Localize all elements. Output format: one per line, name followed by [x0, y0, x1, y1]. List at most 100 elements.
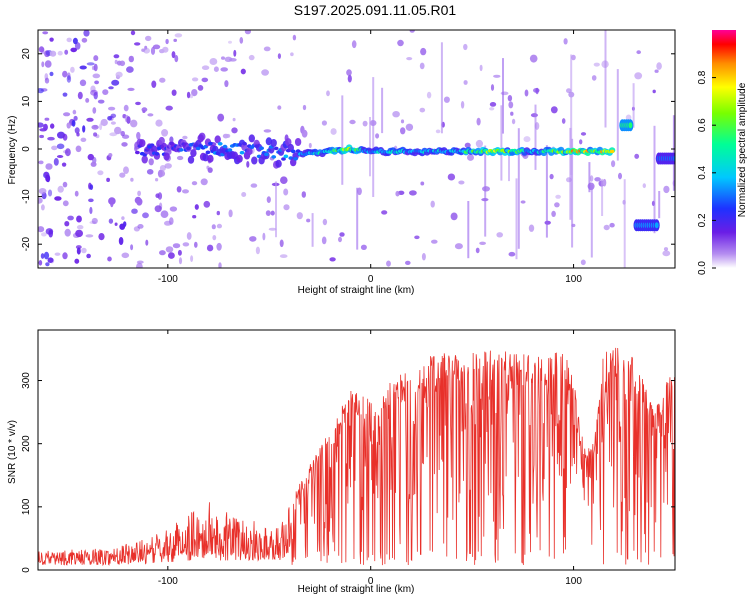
noise-blob	[42, 31, 49, 35]
noise-blob	[148, 158, 154, 166]
noise-blob	[169, 206, 178, 212]
noise-blob	[74, 190, 79, 197]
streak	[604, 30, 607, 128]
noise-blob	[430, 200, 435, 208]
noise-blob	[83, 30, 90, 37]
noise-blob	[186, 91, 191, 99]
track-core	[264, 152, 269, 157]
noise-blob	[201, 65, 210, 70]
snr-panel: -100 0 100 0 100 200 300 Height of straight l…	[7, 329, 676, 595]
noise-blob	[107, 256, 112, 262]
noise-blob	[136, 198, 143, 206]
noise-blob	[263, 46, 271, 52]
noise-blob	[70, 47, 77, 53]
noise-blob	[283, 188, 289, 196]
noise-blob	[110, 113, 117, 119]
streak	[632, 83, 635, 128]
noise-blob	[134, 42, 141, 46]
noise-blob	[523, 136, 531, 143]
x-tick-label: -100	[158, 274, 178, 285]
noise-blob	[475, 139, 483, 148]
noise-blob	[123, 221, 127, 227]
noise-blob	[110, 199, 114, 208]
noise-blob	[249, 236, 257, 242]
noise-blob	[71, 119, 76, 127]
noise-blob	[277, 105, 282, 110]
noise-blob	[165, 105, 173, 111]
noise-blob	[349, 119, 356, 125]
noise-blob	[44, 77, 50, 84]
noise-blob	[106, 177, 110, 182]
noise-blob	[642, 183, 646, 189]
track-halo	[275, 159, 282, 168]
noise-blob	[145, 35, 152, 42]
track-core	[227, 148, 233, 152]
track-core	[293, 157, 298, 161]
noise-blob	[662, 250, 671, 257]
track-core	[178, 148, 184, 152]
noise-blob	[656, 62, 662, 70]
streak	[590, 185, 593, 258]
noise-blob	[130, 119, 138, 128]
noise-blob	[65, 148, 71, 157]
noise-blob	[44, 117, 50, 121]
noise-blob	[62, 70, 68, 78]
noise-blob	[216, 242, 222, 251]
noise-blob	[625, 114, 632, 121]
noise-blob	[47, 189, 53, 197]
noise-blob	[111, 79, 120, 86]
noise-blob	[64, 49, 69, 55]
noise-blob	[479, 241, 486, 245]
track-halo	[248, 134, 255, 143]
noise-blob	[339, 232, 345, 237]
noise-blob	[49, 50, 57, 57]
noise-blob	[62, 92, 68, 97]
noise-blob	[508, 101, 514, 109]
streak	[570, 54, 573, 175]
noise-blob	[108, 218, 114, 224]
noise-blob	[39, 128, 47, 132]
noise-blob	[121, 216, 125, 221]
noise-blob	[41, 204, 45, 211]
noise-blob	[663, 185, 670, 194]
noise-blob	[246, 161, 250, 168]
noise-blob	[265, 210, 271, 217]
noise-blob	[241, 192, 247, 197]
noise-blob	[206, 244, 214, 252]
noise-blob	[86, 253, 91, 259]
noise-blob	[375, 133, 380, 139]
track-halo	[207, 154, 214, 163]
noise-blob	[155, 119, 163, 127]
noise-blob	[421, 253, 426, 261]
streak	[467, 201, 470, 259]
track-core	[283, 154, 289, 159]
streak	[545, 145, 548, 238]
noise-blob	[426, 91, 432, 99]
noise-blob	[98, 233, 105, 241]
noise-blob	[114, 222, 118, 226]
noise-blob	[338, 236, 342, 243]
noise-blob	[74, 127, 80, 134]
noise-blob	[262, 232, 266, 241]
noise-blob	[191, 181, 198, 186]
track-core	[135, 150, 140, 155]
noise-blob	[99, 123, 103, 131]
noise-blob	[72, 37, 78, 45]
noise-blob	[420, 181, 425, 186]
noise-blob	[463, 43, 468, 51]
noise-blob	[224, 80, 229, 88]
noise-blob	[528, 224, 535, 232]
noise-blob	[218, 262, 222, 268]
snr-x-label: Height of straight line (km)	[298, 584, 415, 595]
noise-blob	[44, 60, 52, 68]
side-feature-core	[628, 122, 633, 129]
noise-blob	[45, 174, 50, 182]
streak	[502, 58, 504, 134]
noise-blob	[136, 131, 141, 140]
noise-blob	[53, 158, 59, 166]
noise-blob	[663, 247, 669, 251]
noise-blob	[114, 126, 122, 135]
noise-blob	[151, 80, 157, 88]
noise-blob	[176, 186, 182, 193]
noise-blob	[431, 239, 438, 244]
